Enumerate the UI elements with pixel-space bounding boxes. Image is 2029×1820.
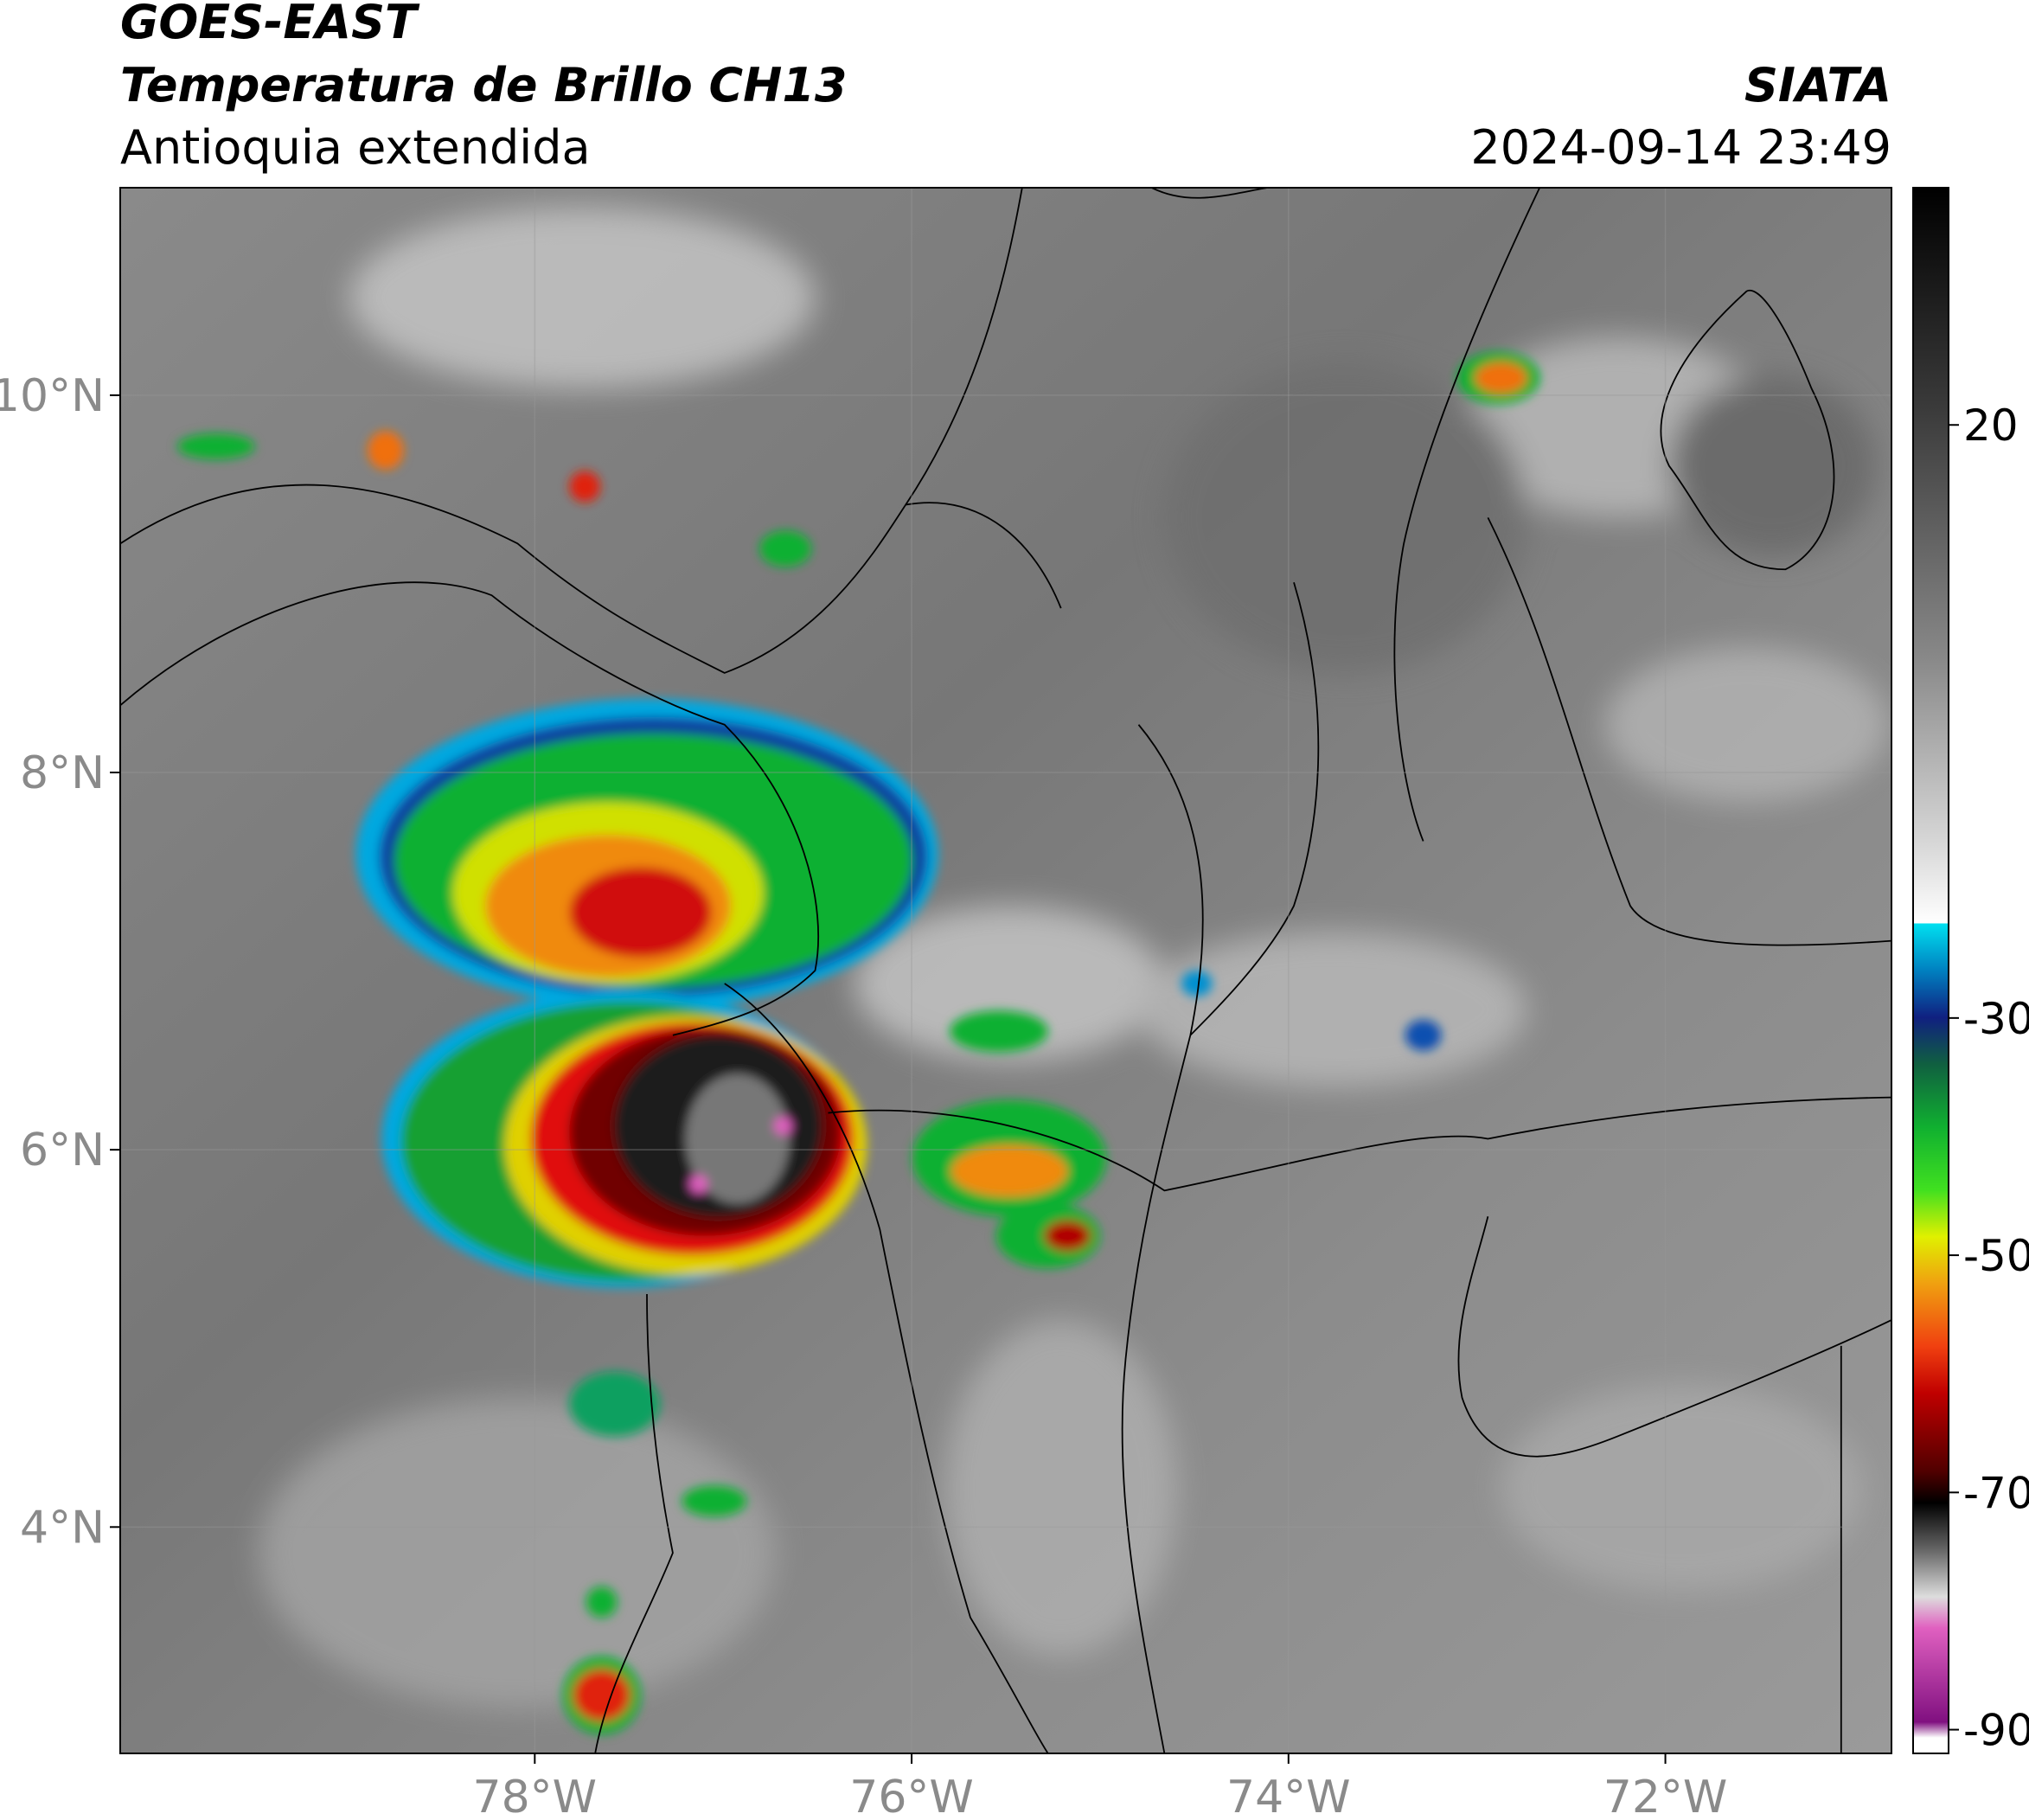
- colorbar: [1912, 187, 1949, 1754]
- colorbar-tick-label: -70: [1963, 1468, 2029, 1518]
- agency: SIATA: [1744, 58, 1891, 112]
- x-tick-label: 72°W: [1603, 1772, 1728, 1817]
- colorbar-tick-label: 20: [1963, 401, 2019, 451]
- region: Antioquia extendida: [120, 120, 591, 175]
- colorbar-tick-label: -50: [1963, 1231, 2029, 1281]
- timestamp: 2024-09-14 23:49: [1470, 120, 1891, 175]
- y-tick-label: 10°N: [0, 370, 105, 422]
- colorbar-tick-label: -30: [1963, 994, 2029, 1044]
- y-tick-label: 8°N: [20, 747, 105, 799]
- satellite-image: [120, 188, 1891, 1753]
- x-tick-label: 76°W: [849, 1772, 974, 1817]
- map-axes: 78°W 76°W 74°W 72°W 10°N 8°N 6°N 4°N: [0, 188, 1891, 1820]
- borders: [120, 188, 1891, 1753]
- y-tick-label: 4°N: [20, 1502, 105, 1554]
- map-frame: [119, 187, 1892, 1754]
- title: GOES-EAST: [120, 0, 420, 49]
- colorbar-tick-label: -90: [1963, 1706, 2029, 1756]
- subtitle: Temperatura de Brillo CH13: [120, 58, 848, 112]
- y-tick-label: 6°N: [20, 1125, 105, 1176]
- x-tick-label: 74°W: [1226, 1772, 1351, 1817]
- x-tick-label: 78°W: [473, 1772, 598, 1817]
